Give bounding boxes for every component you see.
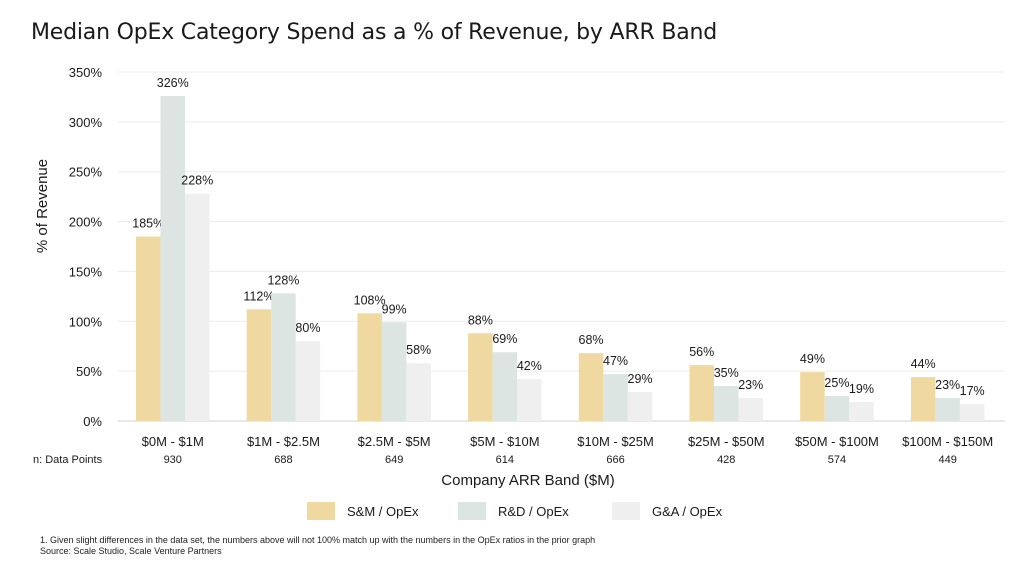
y-axis-label: % of Revenue xyxy=(34,159,51,253)
chart-title: Median OpEx Category Spend as a % of Rev… xyxy=(31,20,718,45)
bar-ga-7 xyxy=(849,402,874,421)
y-tick-label: 0% xyxy=(83,414,102,429)
data-label-sm-5: 68% xyxy=(579,333,604,347)
y-tick-label: 350% xyxy=(69,65,103,80)
bar-sm-2 xyxy=(246,309,272,421)
data-label-ga-8: 17% xyxy=(960,384,985,398)
x-axis-label: Company ARR Band ($M) xyxy=(441,472,614,489)
data-label-ga-5: 29% xyxy=(628,372,653,386)
data-label-ga-3: 58% xyxy=(406,343,431,357)
bar-ga-5 xyxy=(627,392,653,421)
legend-label-ga: G&A / OpEx xyxy=(652,504,723,519)
data-label-rd-4: 69% xyxy=(492,332,517,346)
data-label-sm-4: 88% xyxy=(468,313,493,327)
bar-rd-1 xyxy=(160,95,185,421)
bar-rd-3 xyxy=(381,322,407,421)
bar-sm-8 xyxy=(910,377,936,421)
data-label-rd-7: 25% xyxy=(824,376,849,390)
legend-swatch-sm xyxy=(307,502,335,520)
x-tick-label: $10M - $25M xyxy=(577,434,654,449)
y-tick-label: 300% xyxy=(69,115,103,130)
data-label-ga-4: 42% xyxy=(517,359,542,373)
y-tick-label: 150% xyxy=(69,264,103,279)
bar-sm-1 xyxy=(136,236,161,421)
data-label-rd-3: 99% xyxy=(382,302,407,316)
data-point-count: 930 xyxy=(164,454,182,466)
x-tick-label: $50M - $100M xyxy=(795,434,879,449)
y-tick-label: 100% xyxy=(69,314,103,329)
x-tick-label: $25M - $50M xyxy=(688,434,765,449)
bar-ga-4 xyxy=(517,379,542,421)
x-tick-label: $100M - $150M xyxy=(902,434,993,449)
data-label-sm-7: 49% xyxy=(800,352,825,366)
data-label-ga-6: 23% xyxy=(738,378,763,392)
data-label-sm-8: 44% xyxy=(911,357,936,371)
data-point-count: 449 xyxy=(938,454,956,466)
data-point-count: 649 xyxy=(385,454,403,466)
data-label-sm-3: 108% xyxy=(354,293,386,307)
data-label-rd-5: 47% xyxy=(603,354,628,368)
bar-sm-6 xyxy=(689,365,714,421)
data-point-count: 574 xyxy=(828,454,846,466)
data-label-ga-7: 19% xyxy=(849,382,874,396)
legend-swatch-rd xyxy=(458,502,486,520)
data-label-rd-2: 128% xyxy=(267,273,299,287)
bar-rd-2 xyxy=(271,293,296,421)
data-label-rd-1: 326% xyxy=(157,76,189,90)
data-point-count: 666 xyxy=(606,454,624,466)
x-tick-label: $0M - $1M xyxy=(142,434,204,449)
data-label-sm-6: 56% xyxy=(689,345,714,359)
data-label-rd-6: 35% xyxy=(714,366,739,380)
data-point-count: 688 xyxy=(274,454,292,466)
x-tick-label: $2.5M - $5M xyxy=(358,434,431,449)
data-label-ga-2: 80% xyxy=(295,321,320,335)
y-tick-label: 200% xyxy=(69,215,103,230)
data-label-rd-8: 23% xyxy=(935,378,960,392)
bar-ga-1 xyxy=(185,193,210,421)
data-label-ga-1: 228% xyxy=(181,174,213,188)
bar-rd-4 xyxy=(492,352,518,421)
y-tick-label: 50% xyxy=(76,364,102,379)
legend-swatch-ga xyxy=(612,502,640,520)
data-label-sm-1: 185% xyxy=(132,217,164,231)
bar-sm-3 xyxy=(357,313,382,421)
data-point-count: 428 xyxy=(717,454,735,466)
data-points-label: n: Data Points xyxy=(33,454,103,466)
data-label-sm-2: 112% xyxy=(243,289,274,303)
footnote-source: Source: Scale Studio, Scale Venture Part… xyxy=(40,546,222,556)
bar-sm-5 xyxy=(578,353,604,421)
bar-rd-5 xyxy=(603,374,628,421)
bar-ga-2 xyxy=(295,341,321,421)
y-tick-label: 250% xyxy=(69,165,103,180)
legend-label-sm: S&M / OpEx xyxy=(347,504,419,519)
x-tick-label: $1M - $2.5M xyxy=(247,434,320,449)
bar-ga-3 xyxy=(406,363,431,421)
bar-rd-8 xyxy=(935,398,960,421)
x-tick-label: $5M - $10M xyxy=(470,434,539,449)
bar-ga-8 xyxy=(959,404,985,421)
bar-rd-7 xyxy=(824,396,850,421)
data-point-count: 614 xyxy=(496,454,514,466)
bar-sm-4 xyxy=(468,333,493,421)
bar-ga-6 xyxy=(738,398,763,421)
footnote-data-note: 1. Given slight differences in the data … xyxy=(40,535,596,545)
bar-rd-6 xyxy=(714,386,739,421)
legend-label-rd: R&D / OpEx xyxy=(498,504,569,519)
bar-sm-7 xyxy=(800,372,825,421)
